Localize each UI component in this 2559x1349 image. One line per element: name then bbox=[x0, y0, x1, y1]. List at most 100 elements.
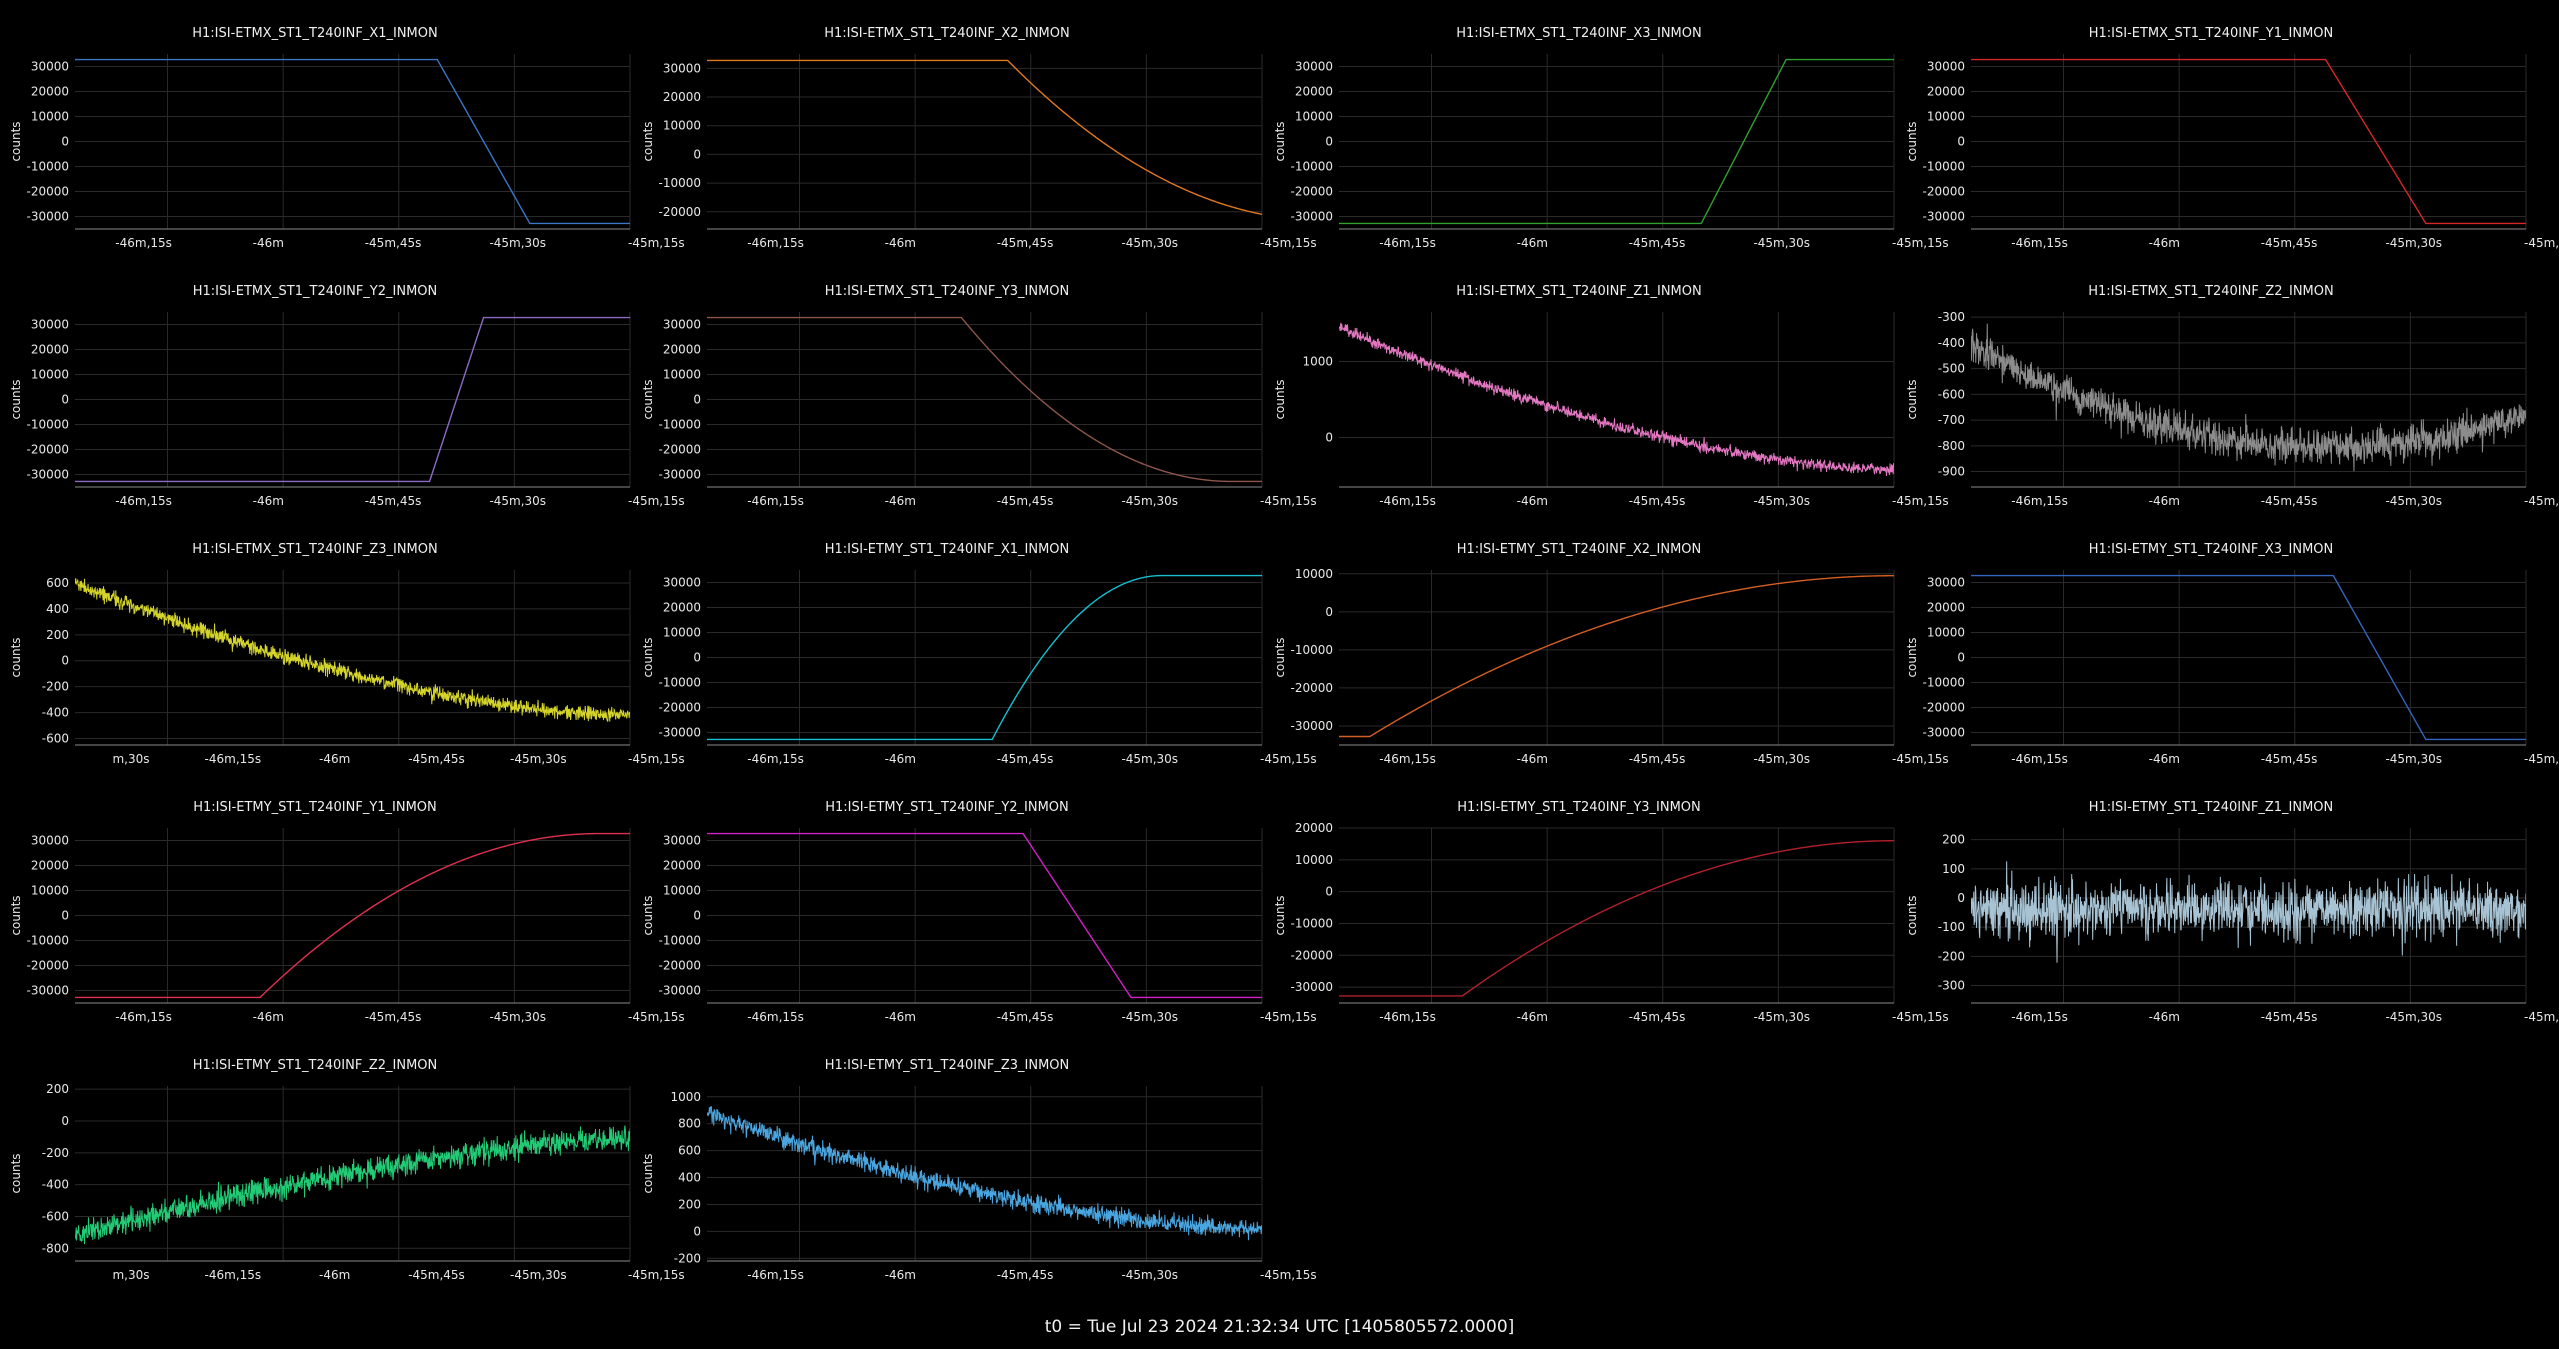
y-tick-label: 0 bbox=[61, 909, 69, 923]
x-tick-label: -46m,15s bbox=[747, 752, 804, 766]
x-tick-label: -46m bbox=[2149, 494, 2180, 508]
y-tick-label: -30000 bbox=[26, 984, 69, 998]
x-tick-label: -45m,45s bbox=[2261, 494, 2318, 508]
y-tick-label: 100 bbox=[1942, 862, 1965, 876]
chart-panel: H1:ISI-ETMY_ST1_T240INF_Y1_INMON -30000 -2… bbox=[0, 790, 685, 1045]
series-line bbox=[75, 316, 630, 483]
x-tick-label: -46m,15s bbox=[115, 494, 172, 508]
y-tick-label: -30000 bbox=[26, 468, 69, 482]
y-tick-label: -10000 bbox=[658, 418, 701, 432]
y-tick-label: -200 bbox=[42, 680, 69, 694]
y-tick-label: 1000 bbox=[670, 1090, 701, 1104]
y-tick-label: 30000 bbox=[31, 834, 69, 848]
series-line bbox=[75, 832, 630, 999]
x-tick-label: -45m,15s bbox=[628, 1268, 685, 1282]
x-tick-label: -45m,45s bbox=[365, 494, 422, 508]
y-tick-label: 10000 bbox=[1295, 853, 1333, 867]
y-tick-label: 20000 bbox=[31, 343, 69, 357]
series-line bbox=[707, 59, 1262, 215]
chart-svg: -300 -200 -100 0 100 200 -46m,15s -46m -45m,45s -… bbox=[1905, 828, 2559, 1024]
y-tick-label: 20000 bbox=[1927, 85, 1965, 99]
y-tick-label: -800 bbox=[42, 1241, 69, 1255]
x-tick-label: -46m bbox=[885, 494, 916, 508]
x-tick-label: -45m,30s bbox=[1121, 1010, 1178, 1024]
x-tick-label: -46m bbox=[1517, 752, 1548, 766]
y-tick-label: -100 bbox=[1938, 920, 1965, 934]
y-tick-label: 400 bbox=[678, 1171, 701, 1185]
series-line bbox=[1339, 840, 1894, 997]
chart-svg: -30000 -20000 -10000 0 10000 20000 30000 -46m,1… bbox=[1905, 570, 2559, 766]
x-tick-label: -45m,45s bbox=[408, 1268, 465, 1282]
y-axis-label: counts bbox=[9, 121, 23, 161]
y-tick-label: 10000 bbox=[1927, 626, 1965, 640]
x-tick-label: -46m,15s bbox=[1379, 752, 1436, 766]
y-tick-label: -20000 bbox=[658, 205, 701, 219]
chart-panel: H1:ISI-ETMX_ST1_T240INF_Z3_INMON -600 -400… bbox=[0, 532, 685, 787]
y-tick-label: 0 bbox=[1957, 651, 1965, 665]
y-tick-label: -200 bbox=[42, 1146, 69, 1160]
x-tick-label: -45m,15s bbox=[2524, 1010, 2559, 1024]
y-tick-label: -30000 bbox=[1290, 719, 1333, 733]
x-tick-label: -46m,15s bbox=[1379, 494, 1436, 508]
x-tick-label: -45m,15s bbox=[1892, 236, 1949, 250]
x-tick-label: -46m,15s bbox=[2011, 752, 2068, 766]
y-tick-label: -10000 bbox=[26, 160, 69, 174]
chart-panel: H1:ISI-ETMX_ST1_T240INF_X3_INMON -30000 -2… bbox=[1264, 16, 1949, 271]
y-tick-label: 30000 bbox=[1295, 60, 1333, 74]
y-tick-label: 0 bbox=[61, 1114, 69, 1128]
y-tick-label: 10000 bbox=[1295, 567, 1333, 581]
y-tick-label: 0 bbox=[1325, 605, 1333, 619]
chart-svg: 0 1000 -46m,15s -46m -45m,45s -45m,30s -45m,15… bbox=[1273, 312, 1949, 508]
x-tick-label: -45m,30s bbox=[1121, 494, 1178, 508]
chart-panel: H1:ISI-ETMY_ST1_T240INF_Y3_INMON -30000 -2… bbox=[1264, 790, 1949, 1045]
x-tick-label: -46m,15s bbox=[1379, 1010, 1436, 1024]
x-tick-label: -46m,15s bbox=[1379, 236, 1436, 250]
x-tick-label: -46m bbox=[1517, 494, 1548, 508]
y-tick-label: 20000 bbox=[1295, 821, 1333, 835]
series-line bbox=[75, 58, 630, 225]
chart-title: H1:ISI-ETMX_ST1_T240INF_Z3_INMON bbox=[192, 542, 438, 557]
y-tick-label: -30000 bbox=[1922, 726, 1965, 740]
y-tick-label: -20000 bbox=[1290, 185, 1333, 199]
y-axis-label: counts bbox=[1273, 637, 1287, 677]
y-tick-label: -10000 bbox=[1290, 160, 1333, 174]
series-line bbox=[1971, 323, 2526, 472]
y-tick-label: -30000 bbox=[1290, 210, 1333, 224]
chart-panel: H1:ISI-ETMY_ST1_T240INF_Z3_INMON -200 0 200… bbox=[632, 1048, 1317, 1303]
chart-title: H1:ISI-ETMX_ST1_T240INF_X1_INMON bbox=[192, 26, 438, 41]
y-tick-label: 800 bbox=[678, 1117, 701, 1131]
y-axis-label: counts bbox=[9, 379, 23, 419]
y-tick-label: -300 bbox=[1938, 979, 1965, 993]
y-tick-label: 10000 bbox=[31, 110, 69, 124]
y-tick-label: 600 bbox=[678, 1144, 701, 1158]
y-axis-label: counts bbox=[9, 1153, 23, 1193]
chart-svg: -30000 -20000 -10000 0 10000 20000 30000 -46m,1… bbox=[9, 54, 685, 250]
y-tick-label: 10000 bbox=[31, 884, 69, 898]
y-tick-label: 1000 bbox=[1302, 354, 1333, 368]
x-tick-label: -45m,30s bbox=[2385, 752, 2442, 766]
x-tick-label: -45m,30s bbox=[510, 752, 567, 766]
series-line bbox=[1971, 58, 2526, 225]
y-tick-label: -30000 bbox=[1922, 210, 1965, 224]
x-tick-label: -45m,15s bbox=[1260, 236, 1317, 250]
chart-svg: -30000 -20000 -10000 0 10000 20000 -46m,15s -46… bbox=[1273, 821, 1949, 1024]
y-tick-label: 10000 bbox=[663, 626, 701, 640]
x-tick-label: -46m,15s bbox=[205, 752, 262, 766]
x-tick-label: -45m,30s bbox=[2385, 236, 2442, 250]
y-tick-label: -20000 bbox=[1290, 948, 1333, 962]
y-tick-label: 30000 bbox=[31, 318, 69, 332]
y-axis-label: counts bbox=[641, 637, 655, 677]
y-tick-label: -900 bbox=[1938, 465, 1965, 479]
x-tick-label: -45m,15s bbox=[1892, 494, 1949, 508]
x-tick-label: -45m,45s bbox=[408, 752, 465, 766]
chart-panel: H1:ISI-ETMX_ST1_T240INF_Y2_INMON -30000 -2… bbox=[0, 274, 685, 529]
y-tick-label: -20000 bbox=[26, 443, 69, 457]
y-tick-label: 0 bbox=[1325, 431, 1333, 445]
x-tick-label: -45m,15s bbox=[1892, 752, 1949, 766]
y-tick-label: 10000 bbox=[663, 119, 701, 133]
x-tick-label: -45m,15s bbox=[628, 236, 685, 250]
y-tick-label: -500 bbox=[1938, 362, 1965, 376]
y-axis-label: counts bbox=[1905, 637, 1919, 677]
x-tick-label: -45m,30s bbox=[2385, 494, 2442, 508]
x-tick-label: -46m bbox=[2149, 1010, 2180, 1024]
